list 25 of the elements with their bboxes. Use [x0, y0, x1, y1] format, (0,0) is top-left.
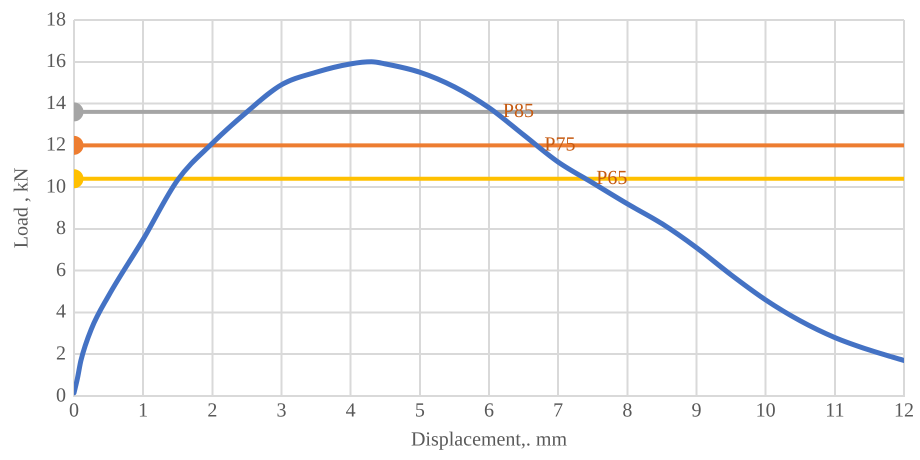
x-tick-label: 7 — [553, 399, 564, 422]
y-tick-label: 2 — [56, 342, 66, 364]
y-tick-label: 16 — [46, 50, 66, 72]
y-tick-label: 4 — [56, 300, 66, 323]
x-tick-label: 11 — [825, 399, 844, 422]
y-tick-label: 18 — [46, 8, 66, 30]
y-tick-label: 14 — [46, 92, 66, 114]
x-tick-label: 10 — [756, 399, 776, 422]
annotation: P85 — [502, 100, 534, 122]
x-tick-label: 4 — [346, 399, 356, 422]
x-tick-label: 2 — [207, 399, 218, 422]
x-axis-title: Displacement,. mm — [410, 428, 568, 450]
x-tick-label: 12 — [894, 399, 914, 422]
y-axis-title: Load , kN — [10, 168, 32, 248]
y-tick-label: 10 — [46, 175, 66, 198]
y-tick-label: 12 — [46, 134, 66, 156]
x-tick-label: 5 — [414, 399, 425, 422]
x-tick-label: 9 — [692, 399, 702, 422]
y-tick-label: 0 — [56, 384, 66, 406]
x-tick-label: 3 — [276, 399, 286, 422]
y-tick-label: 8 — [56, 217, 66, 240]
x-tick-label: 6 — [484, 399, 494, 422]
x-tick-label: 8 — [622, 399, 632, 422]
y-tick-label: 6 — [56, 258, 66, 281]
x-tick-label: 1 — [138, 399, 148, 422]
